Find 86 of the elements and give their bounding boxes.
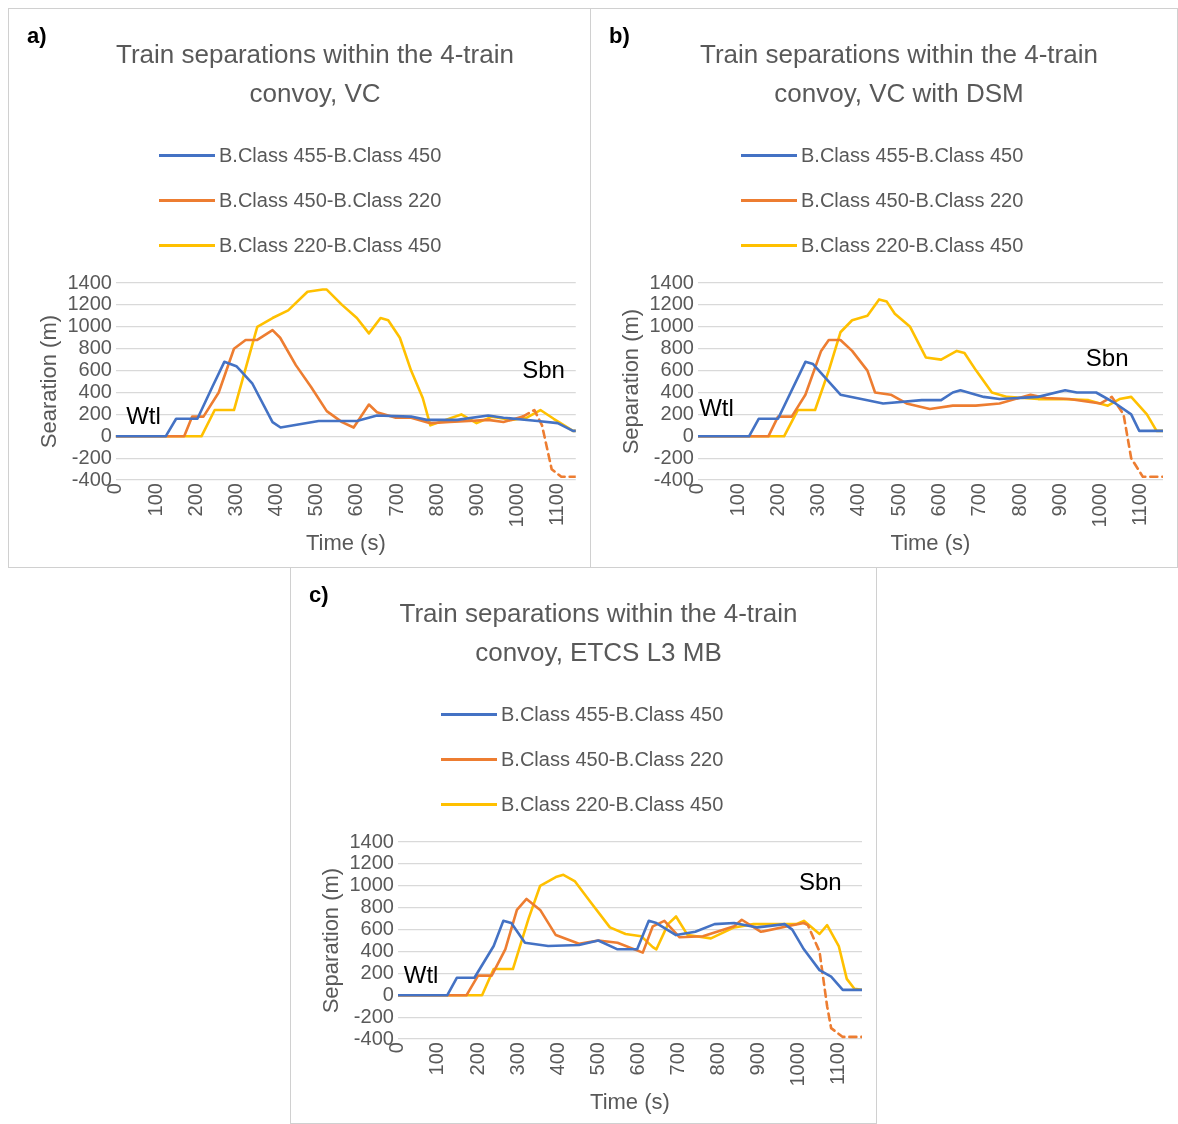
- y-tick-label: 1200: [649, 292, 694, 315]
- x-tick-label: 400: [846, 483, 869, 517]
- x-tick-label: 900: [1047, 483, 1070, 517]
- y-tick-label: 1000: [349, 873, 394, 896]
- y-tick-label: 1000: [67, 314, 112, 337]
- y-tick-label: 400: [78, 380, 112, 403]
- annotation: Sbn: [1085, 344, 1129, 372]
- annotation: Wtl: [403, 960, 439, 988]
- y-tick-label: 0: [382, 982, 394, 1005]
- annotation: Wtl: [126, 401, 161, 429]
- x-tick-label: 1100: [826, 1042, 849, 1086]
- y-tick-label: 400: [360, 939, 394, 962]
- x-tick-label: 200: [183, 483, 206, 517]
- y-tick-label: 1400: [649, 270, 694, 293]
- y-tick-label: 600: [360, 917, 394, 940]
- x-tick-label: 200: [465, 1042, 488, 1076]
- x-tick-label: 500: [886, 483, 909, 517]
- x-tick-label: 1000: [786, 1042, 809, 1087]
- y-tick-label: 0: [100, 423, 112, 446]
- x-tick-label: 300: [806, 483, 829, 517]
- y-tick-label: -200: [353, 1004, 394, 1027]
- y-tick-label: 1200: [349, 851, 394, 874]
- y-tick-label: -200: [653, 445, 694, 468]
- text: b): [609, 23, 630, 49]
- x-tick-label: 700: [967, 483, 990, 517]
- x-tick-label: 800: [1007, 483, 1030, 517]
- legend-label: B.Class 220-B.Class 450: [501, 793, 724, 816]
- y-axis-title: Separation (m): [618, 308, 644, 455]
- y-tick-label: 1400: [349, 829, 394, 852]
- x-tick-label: 300: [505, 1042, 528, 1076]
- y-tick-label: 200: [78, 401, 112, 424]
- x-tick-label: 800: [424, 483, 447, 517]
- legend-label: B.Class 220-B.Class 450: [801, 234, 1024, 257]
- text: a): [27, 23, 47, 49]
- x-tick-label: 600: [927, 483, 950, 517]
- x-tick-label: 400: [545, 1042, 568, 1076]
- legend-label: B.Class 220-B.Class 450: [219, 234, 442, 257]
- x-tick-label: 500: [585, 1042, 608, 1076]
- y-tick-label: 200: [660, 401, 694, 424]
- legend-label: B.Class 455-B.Class 450: [501, 703, 724, 726]
- chart-title: Train separations within the 4-train convoy, VC: [115, 38, 515, 110]
- y-tick-label: 800: [660, 336, 694, 359]
- annotation: Wtl: [699, 393, 734, 421]
- x-tick-label: 700: [384, 483, 407, 517]
- legend-label: B.Class 450-B.Class 220: [801, 189, 1024, 212]
- chart-title: Train separations within the 4-train convoy, VC with DSM: [699, 38, 1099, 110]
- y-tick-label: -200: [71, 445, 112, 468]
- x-tick-label: 1000: [505, 483, 528, 528]
- legend-label: B.Class 450-B.Class 220: [219, 189, 442, 212]
- y-axis-title: Searation (m): [36, 314, 62, 449]
- x-tick-label: 800: [706, 1042, 729, 1076]
- x-tick-label: 900: [464, 483, 487, 517]
- text: c): [309, 582, 329, 608]
- y-tick-label: 1400: [67, 270, 112, 293]
- x-tick-label: 1100: [545, 483, 568, 527]
- x-axis-title: Time (s): [890, 529, 971, 555]
- y-tick-label: 800: [78, 336, 112, 359]
- x-tick-label: 300: [223, 483, 246, 517]
- x-tick-label: 700: [665, 1042, 688, 1076]
- legend-label: B.Class 455-B.Class 450: [219, 144, 442, 167]
- y-tick-label: 600: [78, 358, 112, 381]
- legend-label: B.Class 455-B.Class 450: [801, 144, 1024, 167]
- y-axis-title: Separation (m): [318, 867, 344, 1014]
- x-tick-label: 100: [425, 1042, 448, 1076]
- x-tick-label: 100: [725, 483, 748, 517]
- chart-title: Train separations within the 4-train convoy, ETCS L3 MB: [398, 597, 799, 669]
- y-tick-label: 800: [360, 895, 394, 918]
- legend-label: B.Class 450-B.Class 220: [501, 748, 724, 771]
- x-axis-title: Time (s): [305, 529, 386, 555]
- y-tick-label: 600: [660, 358, 694, 381]
- x-axis-title: Time (s): [590, 1088, 670, 1114]
- annotation: Sbn: [798, 868, 842, 896]
- y-tick-label: 200: [360, 960, 394, 983]
- x-tick-label: 100: [143, 483, 166, 517]
- y-tick-label: 1000: [649, 314, 694, 337]
- y-tick-label: 0: [682, 423, 694, 446]
- x-tick-label: 400: [264, 483, 287, 517]
- x-tick-label: 200: [765, 483, 788, 517]
- y-tick-label: 400: [660, 380, 694, 403]
- annotation: Sbn: [522, 356, 565, 384]
- x-tick-label: 600: [625, 1042, 648, 1076]
- x-tick-label: 1000: [1088, 483, 1111, 528]
- x-tick-label: 900: [746, 1042, 769, 1076]
- x-tick-label: 1100: [1128, 483, 1151, 527]
- x-tick-label: 500: [304, 483, 327, 517]
- y-tick-label: 1200: [67, 292, 112, 315]
